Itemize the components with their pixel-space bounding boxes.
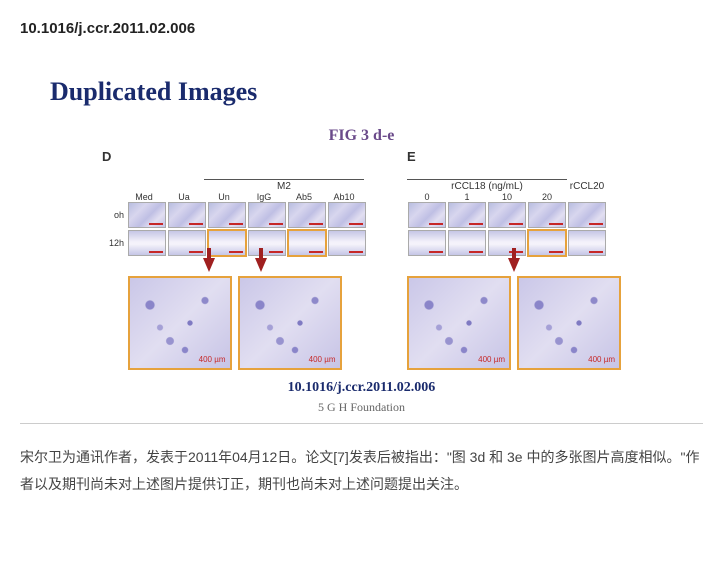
- micrograph-cell: [288, 202, 326, 228]
- micrograph-cell: [128, 230, 166, 256]
- micrograph-cell: [448, 230, 486, 256]
- panels-row: D M2 Med Ua Un IgG Ab5 Ab10 oh: [20, 149, 703, 370]
- micrograph-cell-highlighted: [208, 230, 246, 256]
- scale-bar-label: 400 µm: [309, 355, 336, 364]
- enlarged-micrograph: 400 µm: [407, 276, 511, 370]
- doi-top: 10.1016/j.ccr.2011.02.006: [20, 20, 703, 37]
- micrograph-cell: [128, 202, 166, 228]
- col-hdr: IgG: [244, 192, 284, 202]
- scale-bar-label: 400 µm: [588, 355, 615, 364]
- col-hdr: Med: [124, 192, 164, 202]
- scale-bar-label: 400 µm: [199, 355, 226, 364]
- figure-block: FIG 3 d-e D M2 Med Ua Un IgG Ab5 Ab10: [20, 127, 703, 424]
- micrograph-cell: [488, 202, 526, 228]
- col-hdr: [567, 192, 607, 202]
- micrograph-cell: [568, 202, 606, 228]
- micrograph-cell: [408, 202, 446, 228]
- micrograph-cell: [248, 202, 286, 228]
- panel-d-row-oh: oh: [102, 202, 367, 228]
- arrow-down-icon: [255, 258, 267, 272]
- panel-d-group-headers: M2: [102, 166, 367, 192]
- micrograph-cell: [248, 230, 286, 256]
- col-hdr: Ab10: [324, 192, 364, 202]
- micrograph-cell: [328, 202, 366, 228]
- panel-d-arrows: [102, 258, 367, 272]
- panel-e-arrow: [407, 258, 621, 272]
- micrograph-cell-highlighted: [528, 230, 566, 256]
- col-hdr: Ua: [164, 192, 204, 202]
- arrow-down-icon: [508, 258, 520, 272]
- panel-e-row-oh: [407, 202, 621, 228]
- body-paragraph: 宋尔卫为通讯作者，发表于2011年04月12日。论文[7]发表后被指出："图 3…: [20, 444, 703, 497]
- micrograph-cell: [408, 230, 446, 256]
- micrograph-cell: [168, 202, 206, 228]
- figure-label: FIG 3 d-e: [20, 127, 703, 145]
- enlarged-micrograph: 400 µm: [128, 276, 232, 370]
- panel-e-rccl18-label: rCCL18 (ng/mL): [407, 179, 567, 192]
- enlarged-micrograph: 400 µm: [238, 276, 342, 370]
- col-hdr: 0: [407, 192, 447, 202]
- panel-e-letter: E: [407, 149, 621, 164]
- row-label: 12h: [102, 238, 127, 248]
- scale-bar-label: 400 µm: [478, 355, 505, 364]
- panel-d-row-12h: 12h: [102, 230, 367, 256]
- col-hdr: 20: [527, 192, 567, 202]
- arrow-down-icon: [203, 258, 215, 272]
- micrograph-cell: [488, 230, 526, 256]
- col-hdr: 10: [487, 192, 527, 202]
- col-hdr: Ab5: [284, 192, 324, 202]
- col-hdr: Un: [204, 192, 244, 202]
- duplicated-images-title: Duplicated Images: [50, 77, 703, 107]
- micrograph-cell: [568, 230, 606, 256]
- panel-d: D M2 Med Ua Un IgG Ab5 Ab10 oh: [102, 149, 367, 370]
- micrograph-cell: [448, 202, 486, 228]
- panel-e-col-headers: 0 1 10 20: [407, 192, 621, 202]
- panel-e: E rCCL18 (ng/mL) rCCL20 0 1 10 20: [407, 149, 621, 370]
- panel-d-letter: D: [102, 149, 367, 164]
- micrograph-cell: [328, 230, 366, 256]
- panel-d-col-headers: Med Ua Un IgG Ab5 Ab10: [102, 192, 367, 202]
- micrograph-cell-highlighted: [288, 230, 326, 256]
- panel-d-m2-label: M2: [204, 179, 364, 192]
- panel-e-enlarged: 400 µm 400 µm: [407, 276, 621, 370]
- panel-e-rccl20-label: rCCL20: [567, 181, 607, 192]
- doi-bottom: 10.1016/j.ccr.2011.02.006: [20, 380, 703, 396]
- panel-d-enlarged: 400 µm 400 µm: [102, 276, 367, 370]
- panel-e-group-headers: rCCL18 (ng/mL) rCCL20: [407, 166, 621, 192]
- row-label: oh: [102, 210, 127, 220]
- foundation-label: 5 G H Foundation: [20, 400, 703, 415]
- enlarged-micrograph: 400 µm: [517, 276, 621, 370]
- micrograph-cell: [208, 202, 246, 228]
- col-hdr: 1: [447, 192, 487, 202]
- micrograph-cell: [168, 230, 206, 256]
- micrograph-cell: [528, 202, 566, 228]
